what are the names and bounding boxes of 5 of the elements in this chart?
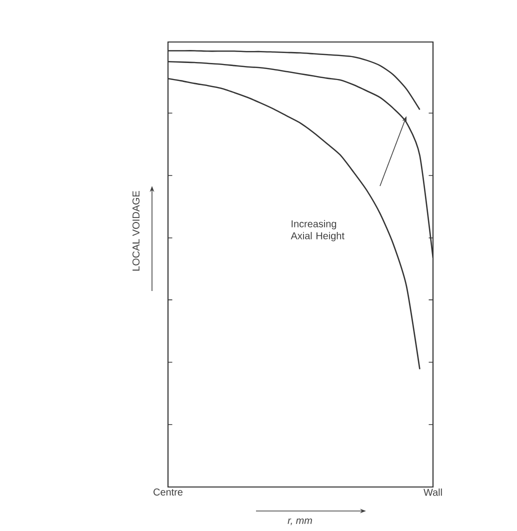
- x-axis-title: r, mm: [288, 518, 312, 526]
- y-axis-title: LOCAL VOIDAGE: [132, 191, 140, 271]
- x-tick-label: Centre: [154, 488, 183, 496]
- x-tick-label: Wall: [424, 488, 442, 496]
- annotation: Increasing Axial Height: [290, 220, 344, 242]
